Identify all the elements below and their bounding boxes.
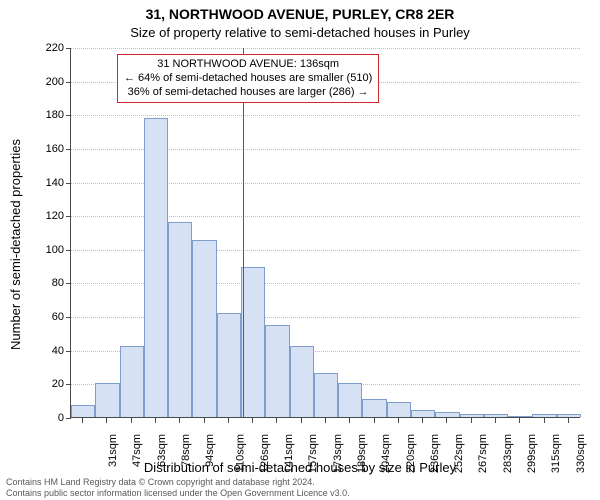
histogram-bar (532, 414, 556, 417)
x-ticks: 31sqm47sqm63sqm78sqm94sqm110sqm126sqm141… (70, 418, 580, 462)
histogram-bar (411, 410, 435, 417)
gridline (71, 115, 580, 116)
histogram-bar (484, 414, 508, 417)
histogram-bar (120, 346, 144, 417)
histogram-bar (338, 383, 362, 417)
ytick-label: 60 (4, 311, 64, 323)
chart-title: 31, NORTHWOOD AVENUE, PURLEY, CR8 2ER (0, 6, 600, 22)
annotation-box: 31 NORTHWOOD AVENUE: 136sqm← 64% of semi… (117, 54, 379, 103)
ytick-label: 140 (4, 177, 64, 189)
xtick-mark (446, 418, 447, 423)
ytick-label: 120 (4, 210, 64, 222)
histogram-bar (241, 267, 265, 417)
histogram-bar (557, 414, 581, 417)
ytick-label: 100 (4, 244, 64, 256)
xtick-mark (544, 418, 545, 423)
ytick-mark (66, 351, 71, 352)
xtick-mark (252, 418, 253, 423)
footer-attribution: Contains HM Land Registry data © Crown c… (6, 477, 350, 498)
xtick-mark (519, 418, 520, 423)
histogram-bar (290, 346, 314, 417)
histogram-bar (217, 313, 241, 417)
ytick-mark (66, 216, 71, 217)
xtick-mark (495, 418, 496, 423)
xtick-mark (131, 418, 132, 423)
plot-area: 31 NORTHWOOD AVENUE: 136sqm← 64% of semi… (70, 48, 580, 418)
xtick-mark (325, 418, 326, 423)
xtick-mark (568, 418, 569, 423)
ytick-label: 180 (4, 109, 64, 121)
histogram-bar (362, 399, 386, 418)
histogram-bar (144, 118, 168, 417)
reference-line (243, 48, 244, 417)
chart-container: 31, NORTHWOOD AVENUE, PURLEY, CR8 2ER Si… (0, 0, 600, 500)
footer-line-2: Contains public sector information licen… (6, 488, 350, 498)
xtick-mark (82, 418, 83, 423)
histogram-bar (314, 373, 338, 417)
xtick-mark (155, 418, 156, 423)
gridline (71, 48, 580, 49)
xtick-mark (276, 418, 277, 423)
annotation-line: ← 64% of semi-detached houses are smalle… (124, 72, 372, 86)
xtick-mark (204, 418, 205, 423)
xtick-mark (374, 418, 375, 423)
ytick-mark (66, 82, 71, 83)
xtick-mark (228, 418, 229, 423)
histogram-bar (168, 222, 192, 417)
ytick-mark (66, 317, 71, 318)
ytick-mark (66, 48, 71, 49)
histogram-bar (71, 405, 95, 417)
xtick-mark (106, 418, 107, 423)
xtick-mark (398, 418, 399, 423)
xtick-mark (301, 418, 302, 423)
ytick-mark (66, 250, 71, 251)
histogram-bar (265, 325, 289, 418)
ytick-mark (66, 283, 71, 284)
ytick-mark (66, 384, 71, 385)
ytick-label: 20 (4, 378, 64, 390)
footer-line-1: Contains HM Land Registry data © Crown c… (6, 477, 350, 487)
ytick-label: 0 (4, 412, 64, 424)
xtick-mark (179, 418, 180, 423)
annotation-line: 36% of semi-detached houses are larger (… (124, 86, 372, 100)
ytick-label: 40 (4, 345, 64, 357)
histogram-bar (508, 416, 532, 417)
ytick-mark (66, 115, 71, 116)
histogram-bar (95, 383, 119, 417)
chart-subtitle: Size of property relative to semi-detach… (0, 25, 600, 40)
xtick-mark (471, 418, 472, 423)
ytick-mark (66, 183, 71, 184)
annotation-line: 31 NORTHWOOD AVENUE: 136sqm (124, 58, 372, 72)
ytick-mark (66, 149, 71, 150)
histogram-bar (192, 240, 216, 417)
x-axis-label: Distribution of semi-detached houses by … (0, 460, 600, 475)
histogram-bar (387, 402, 411, 417)
xtick-mark (422, 418, 423, 423)
histogram-bar (435, 412, 459, 417)
histogram-bar (460, 414, 484, 417)
ytick-label: 160 (4, 143, 64, 155)
ytick-label: 80 (4, 277, 64, 289)
ytick-label: 220 (4, 42, 64, 54)
ytick-label: 200 (4, 76, 64, 88)
xtick-mark (349, 418, 350, 423)
